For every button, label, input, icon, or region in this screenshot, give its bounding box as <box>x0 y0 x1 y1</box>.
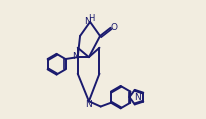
Text: H: H <box>88 14 94 23</box>
Text: N: N <box>72 52 79 61</box>
Text: O: O <box>110 23 117 32</box>
Text: N: N <box>84 17 91 26</box>
Text: N: N <box>134 93 140 102</box>
Text: N: N <box>85 100 92 109</box>
